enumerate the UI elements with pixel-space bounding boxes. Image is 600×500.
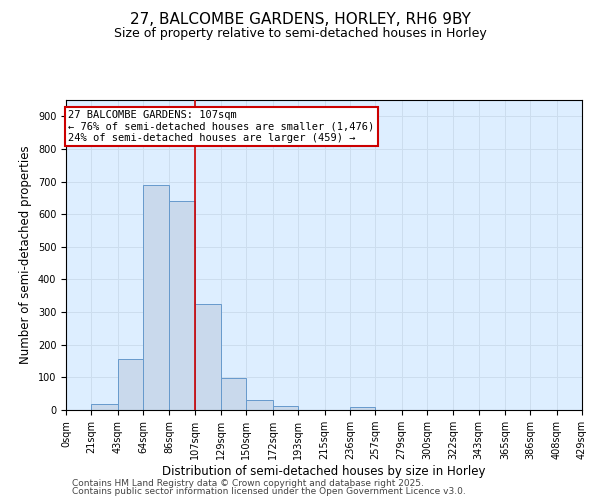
Text: 27 BALCOMBE GARDENS: 107sqm
← 76% of semi-detached houses are smaller (1,476)
24: 27 BALCOMBE GARDENS: 107sqm ← 76% of sem… [68,110,374,143]
Bar [143,185,169,410]
Text: Size of property relative to semi-detached houses in Horley: Size of property relative to semi-detach… [113,28,487,40]
Bar [247,400,273,410]
Y-axis label: Number of semi-detached properties: Number of semi-detached properties [19,146,32,364]
Bar [350,406,375,410]
Bar [221,378,247,410]
Bar [169,201,194,410]
Text: Contains public sector information licensed under the Open Government Licence v3: Contains public sector information licen… [72,487,466,496]
X-axis label: Distribution of semi-detached houses by size in Horley: Distribution of semi-detached houses by … [162,465,486,478]
Bar [194,304,221,410]
Bar [273,406,298,410]
Text: Contains HM Land Registry data © Crown copyright and database right 2025.: Contains HM Land Registry data © Crown c… [72,478,424,488]
Bar [91,404,118,410]
Bar [118,360,143,410]
Text: 27, BALCOMBE GARDENS, HORLEY, RH6 9BY: 27, BALCOMBE GARDENS, HORLEY, RH6 9BY [130,12,470,28]
